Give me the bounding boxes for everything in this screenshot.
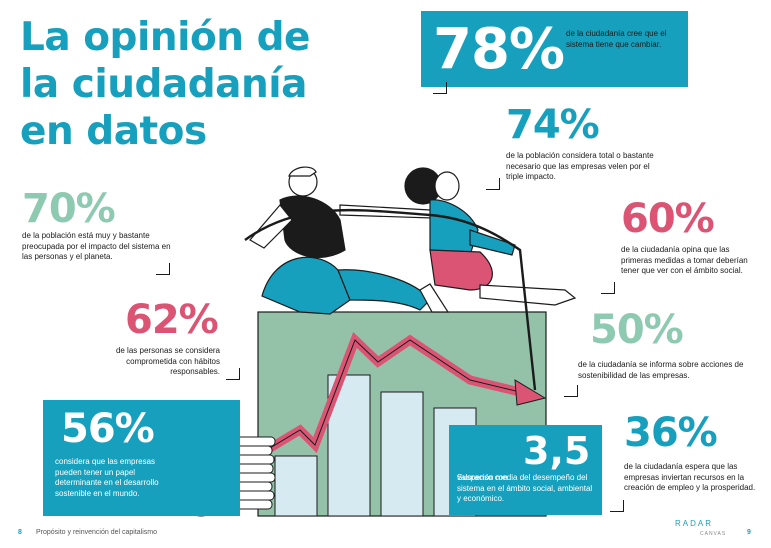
page-title: La opinión de la ciudadanía en datos <box>20 14 380 155</box>
corner-mark <box>156 263 170 275</box>
person-left <box>249 166 433 315</box>
stat-56-value: 56% <box>61 406 155 452</box>
stat-70-value: 70% <box>22 186 116 232</box>
stat-3-5-value: 3,5 <box>523 429 591 473</box>
corner-mark <box>610 500 624 512</box>
title-line-3: en datos <box>20 109 207 154</box>
footer-section: Propósito y reinvención del capitalismo <box>36 529 158 536</box>
stat-56-box: 56% considera que las empresas pueden te… <box>43 400 240 516</box>
radar-logo: RADAR <box>675 519 714 528</box>
stat-74-value: 74% <box>506 102 600 148</box>
title-line-2: la ciudadanía <box>20 62 307 107</box>
stat-50-value: 50% <box>590 307 684 353</box>
stat-70-text: de la población está muy y bastante preo… <box>22 231 171 261</box>
corner-mark <box>226 368 240 380</box>
rope <box>244 208 537 391</box>
stat-62-value: 62% <box>125 297 219 343</box>
stat-3-5-text: valoración media del desempeño del siste… <box>457 473 593 503</box>
stat-60-text: de la ciudadanía opina que las primeras … <box>621 245 748 275</box>
person-right <box>404 167 577 313</box>
page-number-right: 9 <box>747 529 751 536</box>
stat-3-5-box: Suspenso con 3,5 valoración media del de… <box>449 425 602 515</box>
stat-78-box: 78% de la ciudadanía cree que el sistema… <box>421 11 688 87</box>
trend-arrow-head <box>514 379 547 406</box>
page-number-left: 8 <box>18 529 22 536</box>
radar-logo-sub: CANVAS <box>700 531 727 537</box>
stat-78-text: de la ciudadanía cree que el sistema tie… <box>566 29 667 49</box>
bar-3 <box>380 391 424 517</box>
corner-mark <box>564 385 578 397</box>
stat-74-text: de la población considera total o bastan… <box>506 151 654 181</box>
stat-36-text: de la ciudadanía espera que las empresas… <box>624 462 756 492</box>
corner-mark <box>601 282 615 294</box>
stat-60-value: 60% <box>621 196 715 242</box>
stat-62-text: de las personas se considera comprometid… <box>115 346 220 376</box>
stat-50-text: de la ciudadanía se informa sobre accion… <box>578 360 744 380</box>
title-line-1: La opinión de <box>20 15 310 60</box>
stat-56-text: considera que las empresas pueden tener … <box>55 457 159 498</box>
stat-3-5-label: Suspenso con <box>457 473 508 482</box>
stat-36-value: 36% <box>624 410 718 456</box>
corner-mark <box>486 178 500 190</box>
bar-1 <box>274 455 318 517</box>
corner-mark <box>433 82 447 94</box>
stat-78-value: 78% <box>433 17 565 82</box>
